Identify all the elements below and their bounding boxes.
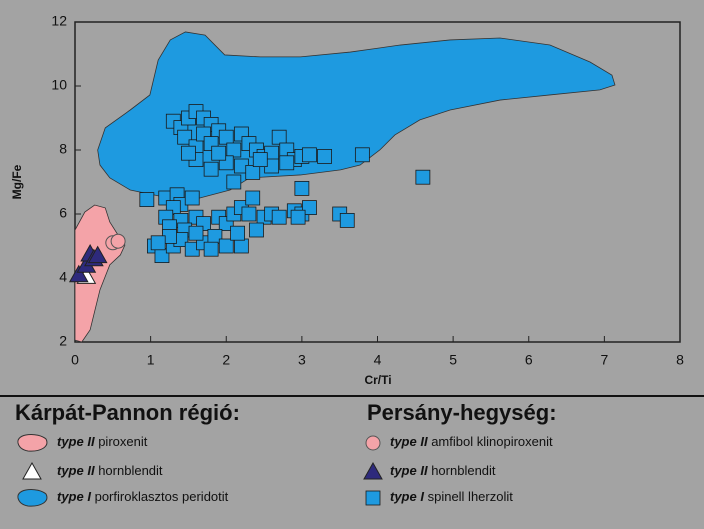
legend-label: type I spinell lherzolit	[390, 489, 513, 504]
point	[188, 225, 204, 241]
point	[150, 235, 166, 251]
point	[226, 142, 242, 158]
point	[271, 129, 287, 145]
point	[181, 145, 196, 161]
point	[226, 174, 242, 190]
x-axis-label: Cr/Ti	[364, 373, 391, 387]
point	[203, 161, 219, 177]
y-tick-label: 6	[59, 205, 67, 221]
legend-icon	[365, 490, 381, 506]
legend-name: spinell lherzolit	[428, 489, 514, 504]
legend-icon	[365, 435, 381, 451]
y-tick-label: 4	[59, 269, 67, 285]
legend-type: type I	[390, 489, 424, 504]
point	[302, 147, 317, 163]
x-tick-label: 7	[600, 352, 608, 368]
x-tick-label: 3	[298, 352, 306, 368]
point	[252, 152, 268, 168]
point	[241, 206, 257, 222]
legend-name: hornblendit	[98, 463, 163, 478]
point	[218, 129, 234, 145]
point	[68, 264, 89, 283]
x-tick-label: 0	[71, 352, 79, 368]
legend-name: piroxenit	[98, 434, 148, 449]
legend-heading: Kárpát-Pannon régió:	[15, 400, 240, 425]
point	[279, 155, 295, 171]
point	[139, 192, 155, 208]
point	[218, 238, 234, 254]
point	[294, 180, 310, 196]
point	[184, 190, 200, 206]
x-tick-label: 4	[374, 352, 382, 368]
point	[302, 200, 317, 216]
point	[233, 238, 249, 254]
legend-icon	[363, 461, 383, 480]
legend-name: amfibol klinopiroxenit	[431, 434, 553, 449]
legend-name: hornblendit	[431, 463, 496, 478]
point	[415, 169, 431, 185]
y-axis-label: Mg/Fe	[10, 164, 24, 199]
legend-icon	[17, 434, 48, 452]
legend-type: type II	[57, 463, 95, 478]
point	[177, 129, 193, 145]
point	[211, 145, 227, 161]
x-tick-label: 8	[676, 352, 684, 368]
y-tick-label: 8	[59, 141, 67, 157]
y-tick-label: 10	[51, 77, 67, 93]
legend-label: type II hornblendit	[57, 463, 163, 478]
y-tick-label: 12	[51, 13, 67, 29]
legend-name: porfiroklasztos peridotit	[95, 489, 229, 504]
point	[317, 148, 332, 164]
legend-icon	[17, 489, 48, 507]
legend-type: type II	[57, 434, 95, 449]
legend-type: type II	[390, 463, 428, 478]
point	[339, 212, 355, 228]
legend-type: type I	[57, 489, 91, 504]
y-tick-label: 2	[59, 333, 67, 349]
x-tick-label: 5	[449, 352, 457, 368]
x-tick-label: 6	[525, 352, 533, 368]
point	[87, 245, 108, 264]
legend-type: type II	[390, 434, 428, 449]
legend-heading: Persány-hegység:	[367, 400, 557, 425]
point	[249, 222, 264, 238]
legend-label: type II amfibol klinopiroxenit	[390, 434, 553, 449]
point	[230, 225, 245, 241]
legend-icon	[22, 461, 42, 480]
legend-label: type I porfiroklasztos peridotit	[57, 489, 229, 504]
x-tick-label: 1	[147, 352, 155, 368]
point	[203, 241, 219, 257]
point	[271, 209, 287, 225]
point	[245, 190, 261, 206]
legend-label: type II piroxenit	[57, 434, 148, 449]
x-tick-label: 2	[222, 352, 230, 368]
legend-label: type II hornblendit	[390, 463, 496, 478]
point	[354, 147, 370, 163]
point	[290, 209, 306, 225]
point	[110, 233, 126, 249]
point	[245, 164, 261, 180]
